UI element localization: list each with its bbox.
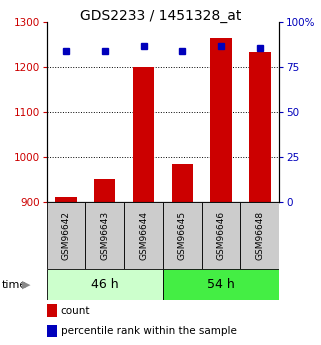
Bar [47,325,57,337]
Bar [240,202,279,269]
Text: GSM96648: GSM96648 [256,211,265,260]
Text: percentile rank within the sample: percentile rank within the sample [60,326,236,336]
Bar [172,164,193,202]
Text: time: time [2,280,27,289]
Bar [47,202,85,269]
Bar [249,51,271,202]
Bar [133,67,154,202]
Bar [163,202,202,269]
Bar [163,269,279,300]
Bar [124,202,163,269]
Bar [47,304,57,317]
Bar [85,202,124,269]
Text: GSM96644: GSM96644 [139,211,148,260]
Bar [47,269,163,300]
Bar [202,202,240,269]
Text: count: count [60,306,90,315]
Text: ▶: ▶ [22,280,30,289]
Text: GDS2233 / 1451328_at: GDS2233 / 1451328_at [80,9,241,23]
Bar [94,179,115,202]
Bar [55,197,77,202]
Text: GSM96643: GSM96643 [100,211,109,260]
Bar [211,38,232,202]
Text: 54 h: 54 h [207,278,235,291]
Text: GSM96645: GSM96645 [178,211,187,260]
Text: GSM96642: GSM96642 [61,211,70,260]
Text: 46 h: 46 h [91,278,118,291]
Text: GSM96646: GSM96646 [217,211,226,260]
